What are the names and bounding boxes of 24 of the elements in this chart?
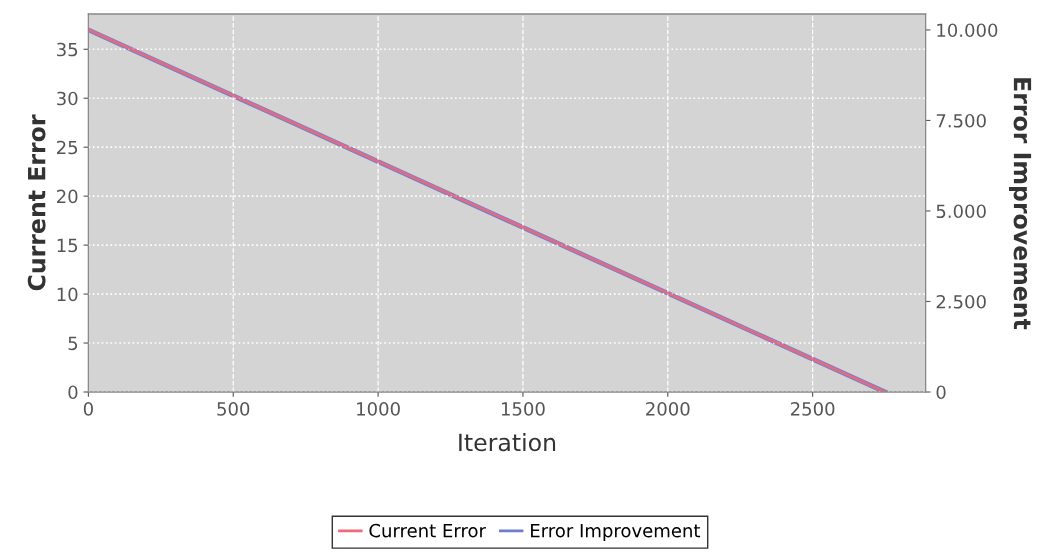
x-tick-label: 500 xyxy=(217,402,250,416)
y-tick-label: 30 xyxy=(57,91,78,106)
y2-tick-label: 5.000 xyxy=(936,204,986,219)
y-tick-label: 0 xyxy=(68,385,78,400)
x-tick-label: 2500 xyxy=(790,402,835,416)
y2-tick-label: 10.000 xyxy=(937,23,998,38)
x-axis-title: Iteration xyxy=(459,433,556,452)
x-tick-label: 1500 xyxy=(501,402,545,416)
x-tick-label: 2000 xyxy=(646,402,690,416)
y2-tick-label: 2.500 xyxy=(936,294,986,309)
x-tick-label: 1000 xyxy=(357,402,400,416)
legend-label: Error Improvement xyxy=(531,524,701,541)
x-tick-label: 0 xyxy=(83,402,93,416)
y-tick-label: 20 xyxy=(57,189,78,204)
y-axis-title: Current Error xyxy=(27,114,46,291)
legend-label: Current Error xyxy=(369,523,486,538)
y-tick-label: 35 xyxy=(57,42,78,57)
y-tick-label: 5 xyxy=(68,336,78,351)
y2-axis-title: Error Improvement xyxy=(1008,78,1032,330)
y2-tick-label: 7.500 xyxy=(936,113,986,128)
y-tick-label: 25 xyxy=(57,140,78,155)
y2-tick-label: 0 xyxy=(936,385,946,400)
y-tick-label: 10 xyxy=(57,287,78,302)
y-tick-label: 15 xyxy=(57,238,78,253)
